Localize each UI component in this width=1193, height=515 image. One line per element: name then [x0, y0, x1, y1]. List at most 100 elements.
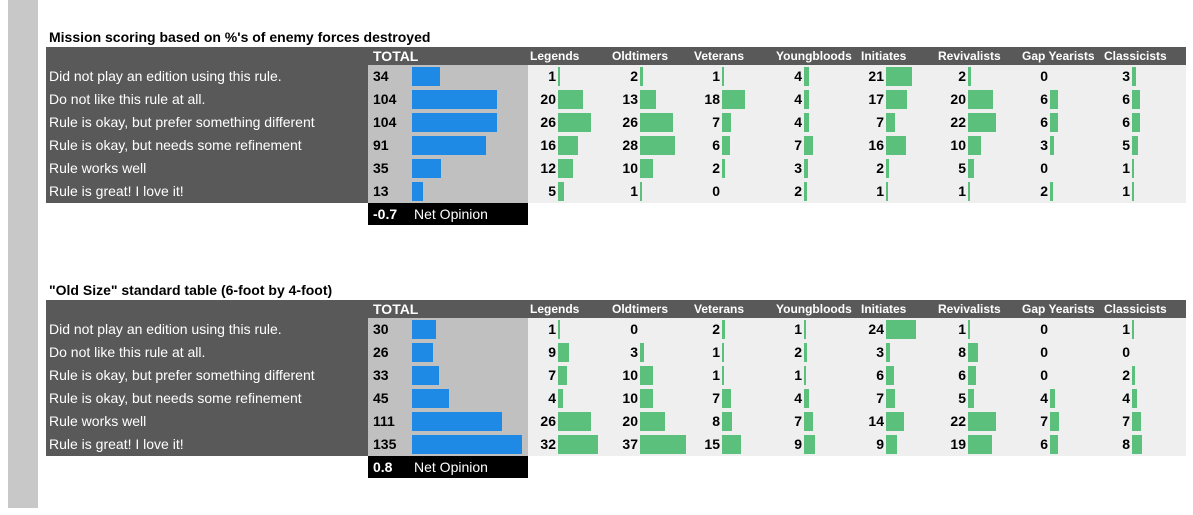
- row-label: Did not play an edition using this rule.: [46, 318, 368, 341]
- group-value: 12: [540, 160, 556, 176]
- group-cell: 7: [774, 134, 856, 157]
- group-value: 22: [950, 413, 966, 429]
- total-value: 104: [373, 114, 397, 130]
- group-bar: [804, 90, 809, 109]
- table-row: Rule is okay, but prefer something diffe…: [46, 364, 1186, 387]
- group-bar: [640, 412, 665, 431]
- group-bar: [968, 67, 971, 86]
- table-row: Rule is okay, but needs some refinement 9…: [46, 134, 1186, 157]
- group-value: 2: [1040, 183, 1048, 199]
- group-value: 9: [548, 344, 556, 360]
- group-bar: [968, 435, 992, 454]
- total-cell: 104: [368, 111, 528, 134]
- group-cell: 0: [1020, 364, 1102, 387]
- group-cell: 1: [692, 65, 774, 88]
- group-bar: [804, 67, 809, 86]
- net-opinion-value: -0.7: [373, 206, 398, 222]
- group-value: 7: [1040, 413, 1048, 429]
- group-cells: 32 37 15 9 9 19 6 8: [528, 433, 1186, 456]
- total-bar: [412, 320, 436, 339]
- net-opinion-value: 0.8: [373, 459, 393, 475]
- left-margin-stripe: [8, 0, 38, 508]
- group-cell: 13: [610, 88, 692, 111]
- group-cell: 21: [856, 65, 938, 88]
- group-cell: 2: [774, 180, 856, 203]
- group-cell: 4: [774, 88, 856, 111]
- group-cell: 4: [528, 387, 610, 410]
- group-value: 5: [958, 160, 966, 176]
- group-cell: 26: [528, 410, 610, 433]
- header-label-column: [46, 300, 368, 318]
- group-value: 1: [1122, 321, 1130, 337]
- total-cell: 45: [368, 387, 528, 410]
- group-value: 8: [1122, 436, 1130, 452]
- group-value: 6: [1040, 114, 1048, 130]
- total-bar: [412, 67, 440, 86]
- group-value: 10: [622, 367, 638, 383]
- group-bar: [968, 113, 996, 132]
- total-cell: 34: [368, 65, 528, 88]
- group-cell: 0: [1020, 341, 1102, 364]
- table-row: Rule is okay, but prefer something diffe…: [46, 111, 1186, 134]
- group-value: 1: [712, 344, 720, 360]
- group-bar: [640, 136, 675, 155]
- group-value: 13: [622, 91, 638, 107]
- group-value: 19: [950, 436, 966, 452]
- group-cell: 7: [856, 387, 938, 410]
- group-bar: [558, 366, 567, 385]
- group-cell: 3: [610, 341, 692, 364]
- group-value: 32: [540, 436, 556, 452]
- group-value: 6: [958, 367, 966, 383]
- group-bar: [886, 343, 890, 362]
- group-cells: 7 10 1 1 6 6 0 2: [528, 364, 1186, 387]
- group-cell: 3: [774, 157, 856, 180]
- group-bar: [968, 90, 993, 109]
- total-bar: [412, 366, 439, 385]
- group-bar: [558, 343, 569, 362]
- group-value: 15: [704, 436, 720, 452]
- group-cell: 26: [610, 111, 692, 134]
- group-cell: 32: [528, 433, 610, 456]
- total-bar: [412, 343, 433, 362]
- group-bar: [640, 435, 686, 454]
- group-header: Revivalists: [938, 302, 1001, 316]
- group-cell: 1: [528, 318, 610, 341]
- total-bar: [412, 182, 423, 201]
- group-cell: 6: [1020, 88, 1102, 111]
- group-cell: 0: [692, 180, 774, 203]
- group-header: Gap Yearists: [1022, 49, 1095, 63]
- group-bar: [1050, 113, 1058, 132]
- group-cell: 6: [1020, 433, 1102, 456]
- group-bar: [804, 159, 808, 178]
- table-row: Rule works well 111 26 20 8 7 14 22 7 7: [46, 410, 1186, 433]
- group-cells: 4 10 7 4 7 5 4 4: [528, 387, 1186, 410]
- group-value: 21: [868, 68, 884, 84]
- total-cell: 35: [368, 157, 528, 180]
- total-value: 13: [373, 183, 389, 199]
- group-value: 7: [876, 114, 884, 130]
- group-bar: [722, 67, 724, 86]
- group-cells: 20 13 18 4 17 20 6 6: [528, 88, 1186, 111]
- group-bar: [804, 182, 807, 201]
- group-bar: [1050, 136, 1054, 155]
- group-header: Classicists: [1104, 49, 1167, 63]
- total-bar: [412, 412, 502, 431]
- group-cell: 2: [692, 318, 774, 341]
- row-label: Do not like this rule at all.: [46, 341, 368, 364]
- total-value: 111: [373, 413, 395, 429]
- total-value: 33: [373, 367, 389, 383]
- group-cell: 6: [938, 364, 1020, 387]
- total-header-cell: TOTAL: [368, 47, 528, 65]
- group-bar: [804, 113, 809, 132]
- group-header: Classicists: [1104, 302, 1167, 316]
- group-header: Oldtimers: [612, 49, 669, 63]
- group-cell: 3: [1102, 65, 1184, 88]
- group-bar: [804, 412, 813, 431]
- group-cell: 9: [528, 341, 610, 364]
- group-cell: 2: [610, 65, 692, 88]
- group-header: Veterans: [694, 302, 745, 316]
- group-header: Initiates: [861, 49, 907, 63]
- group-value: 7: [712, 114, 720, 130]
- group-cell: 14: [856, 410, 938, 433]
- group-cell: 2: [938, 65, 1020, 88]
